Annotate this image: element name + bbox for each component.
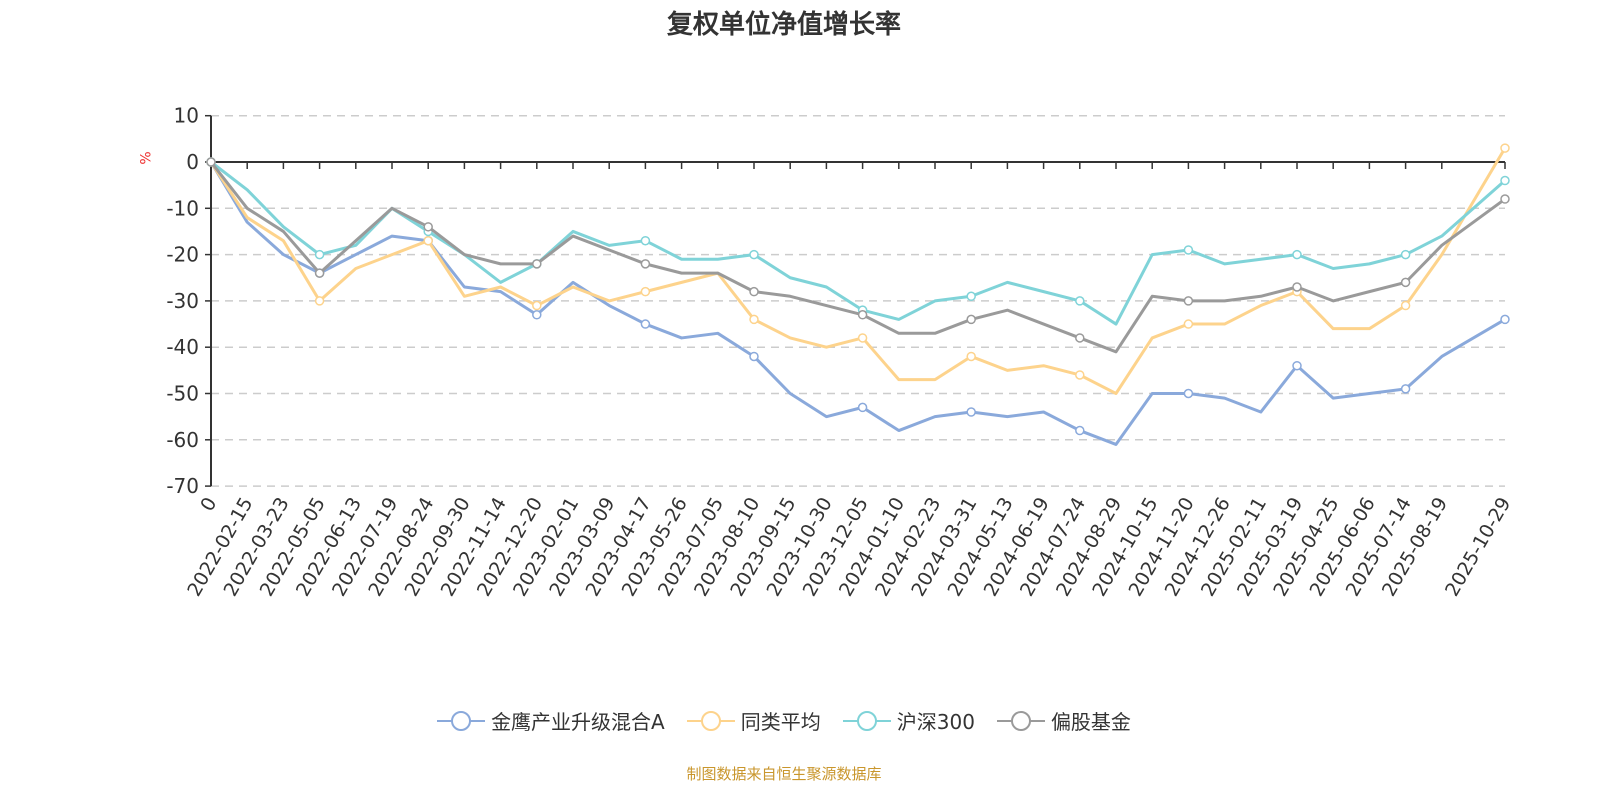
data-point — [1500, 194, 1510, 204]
legend-marker-icon — [437, 710, 486, 731]
data-point — [1075, 296, 1085, 306]
series-line-3 — [209, 161, 1506, 354]
data-point — [532, 259, 542, 269]
legend-label: 偏股基金 — [1050, 710, 1131, 734]
data-point — [640, 286, 651, 297]
data-point — [749, 286, 759, 297]
data-point — [423, 235, 433, 246]
data-point — [640, 235, 651, 246]
y-tick-label: -10 — [166, 196, 199, 220]
x-tick-label: 0 — [196, 494, 221, 515]
data-point — [966, 407, 976, 417]
data-point — [1183, 319, 1194, 329]
y-tick-label: -20 — [166, 243, 199, 267]
data-point — [1400, 300, 1411, 311]
data-point — [966, 291, 976, 302]
series-line-2 — [210, 160, 1506, 326]
data-point — [749, 351, 759, 362]
source-note: 制图数据来自恒生聚源数据库 — [686, 765, 882, 783]
data-point — [1292, 282, 1302, 292]
data-point — [966, 351, 976, 362]
data-point — [1183, 245, 1194, 255]
y-tick-label: -60 — [166, 428, 199, 452]
legend-item[interactable]: 金鹰产业升级混合A — [437, 706, 665, 735]
series-line-0 — [209, 161, 1506, 446]
legend-label: 沪深300 — [896, 710, 975, 734]
y-tick-label: -30 — [166, 289, 199, 313]
data-point — [1400, 384, 1411, 394]
data-point — [1075, 333, 1085, 343]
line-chart: 100-10-20-30-40-50-60-7002022-02-152022-… — [166, 104, 1515, 601]
y-tick-label: 0 — [186, 150, 199, 174]
y-tick-label: -40 — [166, 335, 199, 359]
legend-marker-icon — [686, 710, 735, 731]
data-point — [966, 314, 976, 325]
data-point — [749, 314, 759, 325]
legend-label: 金鹰产业升级混合A — [491, 710, 665, 734]
y-tick-label: -50 — [166, 382, 199, 406]
data-point — [532, 300, 542, 311]
data-point — [749, 249, 759, 260]
data-point — [640, 319, 651, 329]
data-point — [1075, 425, 1085, 436]
data-point — [532, 310, 542, 320]
series-line-1 — [209, 147, 1507, 395]
data-point — [206, 157, 216, 167]
data-point — [1500, 314, 1510, 325]
data-point — [1400, 277, 1411, 288]
legend-item[interactable]: 沪深300 — [842, 706, 975, 735]
legend-marker-icon — [842, 710, 891, 731]
data-point — [1500, 143, 1510, 153]
data-point — [1292, 360, 1302, 371]
data-point — [1400, 249, 1411, 260]
data-point — [1075, 370, 1085, 380]
data-point — [857, 402, 868, 413]
legend-item[interactable]: 同类平均 — [686, 706, 821, 735]
data-point — [640, 259, 651, 269]
data-point — [314, 249, 325, 260]
legend-label: 同类平均 — [740, 710, 821, 734]
legend-item[interactable]: 偏股基金 — [996, 706, 1131, 735]
data-point — [423, 222, 433, 232]
y-tick-label: -70 — [166, 474, 199, 498]
legend: 金鹰产业升级混合A 同类平均 沪深300 偏股基金 — [0, 706, 1568, 735]
data-point — [1500, 175, 1510, 186]
data-point — [314, 268, 325, 278]
legend-marker-icon — [996, 710, 1045, 731]
data-point — [1183, 296, 1194, 306]
data-point — [857, 310, 868, 320]
data-point — [857, 333, 868, 343]
data-point — [1183, 388, 1194, 399]
chart-title: 复权单位净值增长率 — [666, 10, 901, 40]
x-tick-label: 2025-10-29 — [1441, 494, 1515, 601]
data-point — [1292, 249, 1302, 260]
y-tick-label: 10 — [174, 104, 199, 128]
data-point — [314, 296, 325, 306]
